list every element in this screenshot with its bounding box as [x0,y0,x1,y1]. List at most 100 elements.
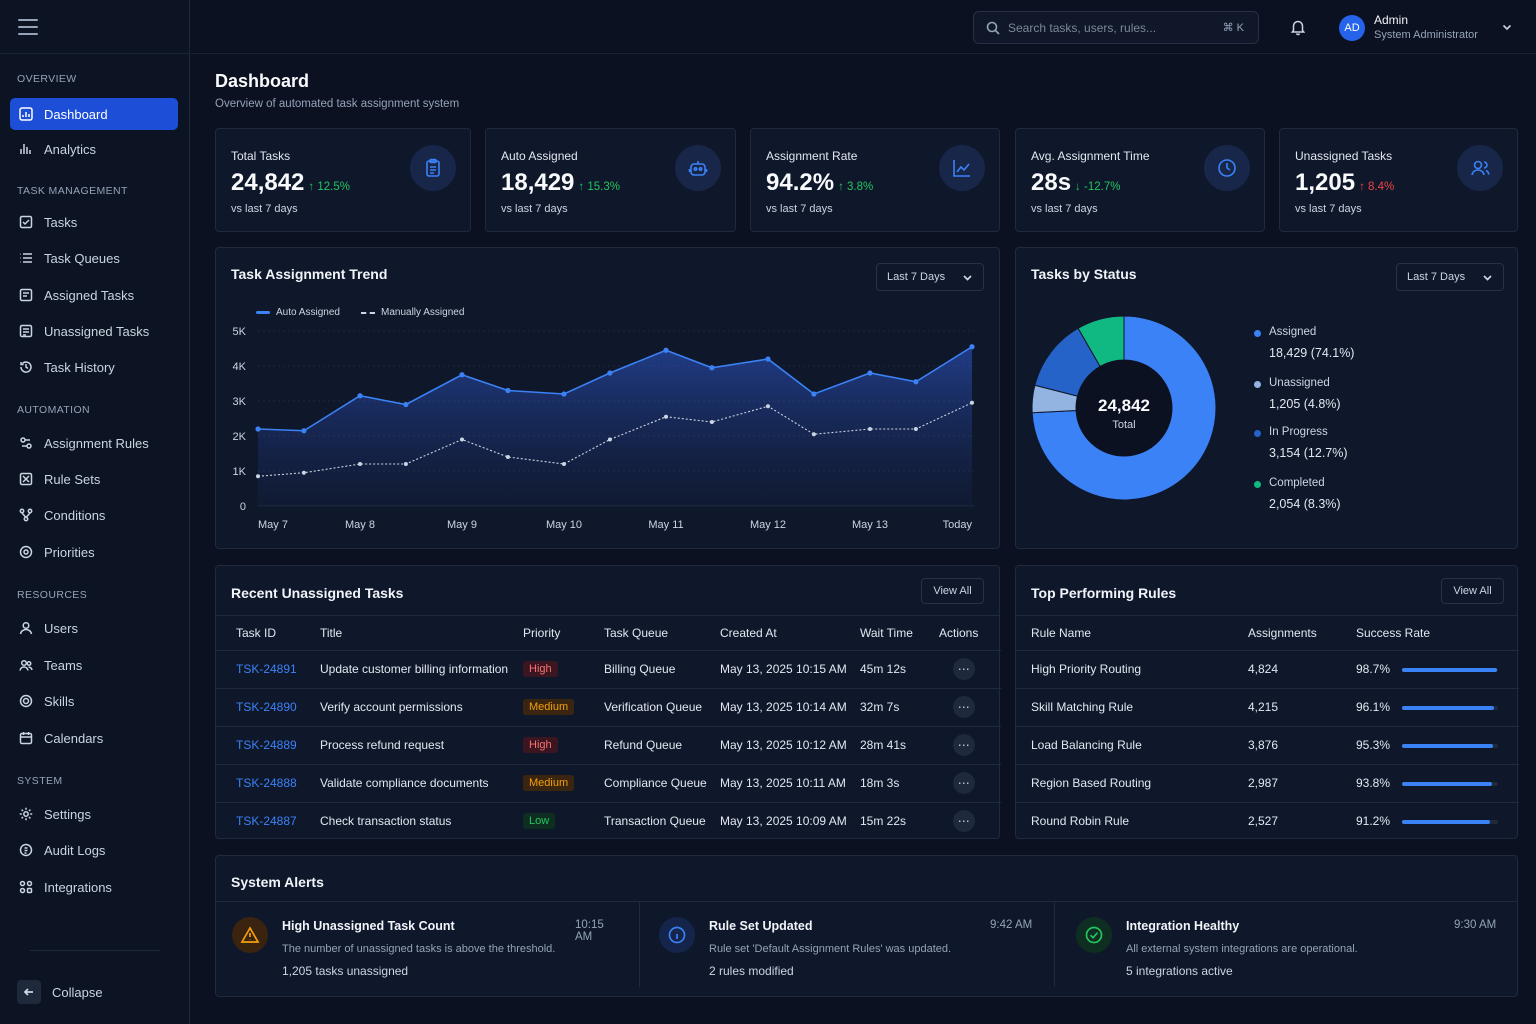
avatar: AD [1339,14,1365,41]
task-id-link[interactable]: TSK-24887 [236,814,297,829]
task-id-link[interactable]: TSK-24889 [236,738,297,752]
point-manually-assigned [358,462,362,466]
alert-item[interactable]: High Unassigned Task Count The number of… [232,901,622,997]
task-id-link[interactable]: TSK-24890 [236,700,297,714]
table-row[interactable]: Region Based Routing 2,987 93.8% [1016,763,1519,802]
table-header: Task ID Title Priority Task Queue Create… [216,616,1001,650]
task-id-link[interactable]: TSK-24888 [236,776,297,790]
col-assignments: Assignments [1248,625,1317,640]
task-id-link[interactable]: TSK-24891 [236,662,297,676]
unassigned-view-all-button[interactable]: View All [921,578,984,604]
kpi-sub: vs last 7 days [501,203,568,215]
sidebar-item-assignment-rules[interactable]: Assignment Rules [10,427,178,459]
sidebar-item-tasks[interactable]: Tasks [10,206,178,238]
sidebar-item-users[interactable]: Users [10,612,178,644]
notifications-button[interactable] [1289,18,1307,36]
sidebar-item-task-history[interactable]: Task History [10,351,178,383]
legend-value: 18,429 (74.1%) [1269,346,1355,360]
table-row[interactable]: TSK-24889 Process refund request High Re… [216,725,1001,764]
sidebar-item-teams[interactable]: Teams [10,649,178,681]
status-range-label: Last 7 Days [1407,271,1466,283]
alert-item[interactable]: Integration Healthy All external system … [1076,901,1506,997]
legend-auto-assigned: Auto Assigned [256,307,340,318]
more-actions-icon[interactable]: ⋯ [953,658,975,680]
status-range-dropdown[interactable]: Last 7 Days [1396,263,1504,291]
table-row[interactable]: Skill Matching Rule 4,215 96.1% [1016,687,1519,726]
sidebar-item-integrations[interactable]: Integrations [10,871,178,903]
sidebar-item-audit-logs[interactable]: Audit Logs [10,834,178,866]
sidebar-item-label: Priorities [44,544,95,560]
rule-rate: 98.7% [1356,662,1391,676]
rules-card: Top Performing Rules View All Rule Name … [1015,565,1519,840]
menu-icon[interactable] [18,18,38,35]
line-manually-assigned [257,402,973,477]
success-bar [1402,820,1498,825]
sidebar-item-skills[interactable]: Skills [10,685,178,717]
collapse-button[interactable]: Collapse [17,980,103,1004]
table-row[interactable]: TSK-24891 Update customer billing inform… [216,649,1001,688]
rule-rate: 93.8% [1356,776,1391,790]
kpi-card-unassigned-tasks: Unassigned Tasks 1,205 ↑ 8.4% vs last 7 d… [1279,128,1518,232]
success-bar-fill [1402,820,1490,825]
x-tick-label: May 10 [546,519,582,531]
rule-name: High Priority Routing [1016,649,1248,688]
more-actions-icon[interactable]: ⋯ [953,734,975,756]
y-tick-label: 2K [233,431,247,443]
point-auto-assigned [607,370,613,376]
kpi-label: Unassigned Tasks [1295,149,1393,163]
sidebar-item-dashboard[interactable]: Dashboard [10,98,178,130]
kpi-delta: ↑ 15.3% [578,181,620,193]
table-row[interactable]: Load Balancing Rule 3,876 95.3% [1016,725,1519,764]
sidebar-item-unassigned-tasks[interactable]: Unassigned Tasks [10,315,178,347]
legend-value: 3,154 (12.7%) [1269,446,1348,460]
x-tick-label: May 11 [648,519,683,531]
more-actions-icon[interactable]: ⋯ [953,696,975,718]
table-row[interactable]: TSK-24887 Check transaction status Low T… [216,801,1001,840]
sidebar-section-automation: AUTOMATION [17,404,91,416]
rules-view-all-button[interactable]: View All [1441,578,1504,604]
col-priority: Priority [523,625,561,640]
search-box[interactable]: ⌘ K [973,11,1259,44]
donut-total-value: 24,842 [1098,396,1150,415]
alerts-card: System Alerts High Unassigned Task Count… [215,855,1518,997]
alert-item[interactable]: Rule Set Updated Rule set 'Default Assig… [659,901,1039,997]
point-manually-assigned [505,455,510,459]
sidebar-item-rule-sets[interactable]: Rule Sets [10,463,178,495]
legend-label: Completed [1269,477,1325,489]
unassigned-icon [19,324,33,338]
info-icon [659,917,695,953]
rule-rate: 95.3% [1356,738,1391,752]
more-actions-icon[interactable]: ⋯ [953,772,975,794]
user-menu[interactable]: AD Admin System Administrator [1339,13,1512,42]
sidebar-item-priorities[interactable]: Priorities [10,536,178,568]
alert-title: High Unassigned Task Count [282,919,455,933]
more-actions-icon[interactable]: ⋯ [953,810,975,833]
table-row[interactable]: High Priority Routing 4,824 98.7% [1016,649,1519,688]
task-title: Update customer billing information [320,649,523,688]
search-input[interactable] [1008,20,1208,35]
task-queue: Billing Queue [604,649,720,688]
success-bar-fill [1402,705,1495,710]
search-shortcut: ⌘ K [1222,22,1244,34]
created-at: May 13, 2025 10:14 AM [720,687,860,726]
alert-meta: 2 rules modified [709,964,794,978]
x-tick-label: May 7 [258,519,288,531]
table-row[interactable]: Round Robin Rule 2,527 91.2% [1016,801,1519,840]
kpi-value: 18,429 [501,169,575,196]
table-row[interactable]: TSK-24890 Verify account permissions Med… [216,687,1001,726]
sidebar-item-calendars[interactable]: Calendars [10,722,178,754]
alert-meta: 5 integrations active [1126,964,1233,978]
sidebar-item-analytics[interactable]: Analytics [10,133,178,165]
trend-range-dropdown[interactable]: Last 7 Days [876,263,984,291]
sidebar-item-assigned-tasks[interactable]: Assigned Tasks [10,279,178,311]
kpi-value-wrap: 18,429 ↑ 15.3% [501,169,620,197]
legend-dot [1254,481,1261,488]
table-row[interactable]: TSK-24888 Validate compliance documents … [216,763,1001,802]
sidebar-item-conditions[interactable]: Conditions [10,499,178,531]
sidebar-item-settings[interactable]: Settings [10,798,178,830]
wait-time: 28m 41s [860,725,939,764]
rule-name: Round Robin Rule [1016,801,1248,840]
legend-label: Manually Assigned [381,307,465,318]
kpi-value: 24,842 [231,169,305,196]
sidebar-item-task-queues[interactable]: Task Queues [10,242,178,274]
